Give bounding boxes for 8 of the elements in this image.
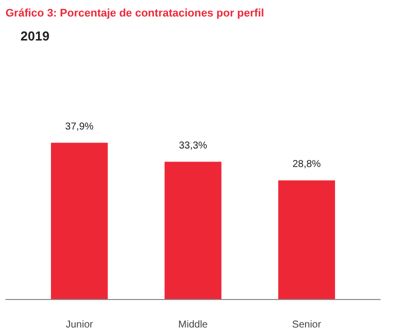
x-tick-label: Senior (292, 320, 322, 330)
data-label: 33,3% (178, 140, 208, 152)
data-label: 28,8% (292, 159, 321, 170)
data-label: 37,9% (65, 122, 94, 133)
x-tick-label: Middle (178, 320, 208, 330)
chart-title: Gráfico 3: Porcentaje de contrataciones por perfil (6, 8, 264, 20)
x-tick-label: Junior (66, 320, 94, 330)
chart-subtitle: 2019 (20, 28, 50, 44)
